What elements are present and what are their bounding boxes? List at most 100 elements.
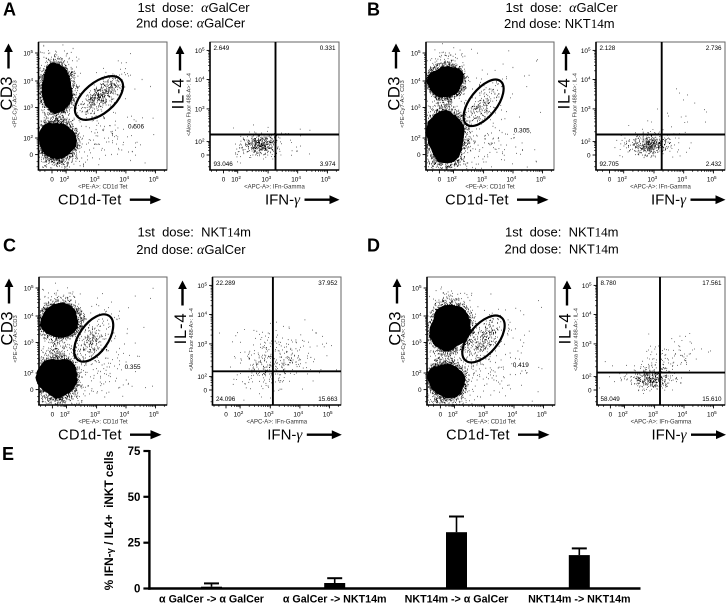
svg-text:0: 0: [608, 177, 612, 184]
svg-text:103: 103: [90, 175, 100, 184]
svg-text:58.049: 58.049: [601, 396, 621, 403]
svg-text:102: 102: [60, 175, 70, 184]
svg-text:<APC-A>: IFn-Gamma: <APC-A>: IFn-Gamma: [244, 184, 305, 190]
svg-text:<PE-A>: CD1d Tet: <PE-A>: CD1d Tet: [78, 184, 128, 190]
svg-text:<APC-A>: IFn-Gamma: <APC-A>: IFn-Gamma: [631, 419, 692, 425]
svg-text:93.046: 93.046: [214, 161, 234, 168]
svg-text:CD1d-Tet: CD1d-Tet: [445, 193, 509, 209]
svg-text:IL-4: IL-4: [170, 78, 188, 110]
svg-text:103: 103: [262, 175, 272, 184]
svg-text:25: 25: [128, 538, 141, 550]
svg-text:α GalCer -> NKT14m: α GalCer -> NKT14m: [283, 593, 387, 605]
svg-text:103: 103: [195, 105, 205, 114]
svg-text:<APC-A>: IFn-Gamma: <APC-A>: IFn-Gamma: [246, 419, 307, 425]
svg-text:104: 104: [581, 76, 591, 85]
svg-text:IFN-γ: IFN-γ: [651, 192, 687, 209]
svg-text:104: 104: [120, 410, 130, 419]
svg-text:0: 0: [30, 387, 34, 394]
svg-text:E: E: [2, 444, 14, 464]
svg-text:105: 105: [707, 410, 717, 419]
svg-text:IL-4: IL-4: [557, 313, 575, 345]
svg-text:1st dose: αGalCer: 1st dose: αGalCer: [506, 0, 619, 16]
svg-text:105: 105: [581, 46, 591, 55]
svg-text:% IFN-γ / IL4+ iNKT cells: % IFN-γ / IL4+ iNKT cells: [102, 450, 116, 590]
svg-text:104: 104: [507, 175, 517, 184]
svg-text:CD1d-Tet: CD1d-Tet: [446, 428, 510, 444]
svg-text:105: 105: [321, 175, 331, 184]
svg-text:104: 104: [582, 311, 592, 320]
svg-text:102: 102: [411, 134, 421, 143]
svg-text:105: 105: [412, 284, 422, 293]
svg-text:D: D: [367, 236, 380, 256]
svg-text:2.432: 2.432: [706, 161, 722, 168]
svg-text:103: 103: [264, 410, 274, 419]
svg-text:2nd dose: αGalCer: 2nd dose: αGalCer: [136, 242, 246, 258]
svg-text:103: 103: [23, 104, 33, 113]
svg-text:0: 0: [50, 177, 54, 184]
svg-text:<Alexa Fluor 488-A>: IL-4: <Alexa Fluor 488-A>: IL-4: [574, 308, 580, 371]
svg-text:102: 102: [448, 410, 458, 419]
svg-text:37.952: 37.952: [318, 280, 338, 287]
svg-text:2.736: 2.736: [706, 45, 722, 52]
svg-text:102: 102: [412, 369, 422, 378]
svg-text:105: 105: [536, 175, 546, 184]
svg-text:IFN-γ: IFN-γ: [651, 427, 687, 444]
svg-text:103: 103: [90, 410, 100, 419]
svg-text:CD3: CD3: [0, 76, 16, 111]
svg-text:105: 105: [323, 410, 333, 419]
svg-text:104: 104: [119, 175, 129, 184]
svg-text:102: 102: [581, 138, 591, 147]
svg-text:IL-4: IL-4: [172, 313, 190, 345]
svg-text:2nd dose: NKT14m: 2nd dose: NKT14m: [505, 241, 619, 256]
svg-text:0: 0: [439, 412, 443, 419]
svg-text:<PE-Cy7-A>: CD3: <PE-Cy7-A>: CD3: [400, 80, 406, 127]
svg-text:105: 105: [24, 284, 34, 293]
svg-text:103: 103: [24, 339, 34, 348]
svg-text:<PE-A>: CD1d Tet: <PE-A>: CD1d Tet: [466, 419, 516, 425]
svg-text:104: 104: [197, 311, 207, 320]
svg-text:<PE-A>: CD1d Tet: <PE-A>: CD1d Tet: [78, 419, 128, 425]
svg-text:0: 0: [417, 152, 421, 159]
svg-text:0.355: 0.355: [125, 364, 141, 371]
svg-text:103: 103: [478, 410, 488, 419]
svg-text:50: 50: [128, 492, 141, 504]
svg-text:17.561: 17.561: [702, 280, 722, 287]
svg-text:2.649: 2.649: [214, 45, 230, 52]
svg-text:105: 105: [197, 281, 207, 290]
svg-text:102: 102: [231, 175, 241, 184]
svg-text:0: 0: [29, 152, 33, 159]
svg-text:102: 102: [618, 410, 628, 419]
svg-text:CD3: CD3: [387, 311, 405, 346]
svg-text:102: 102: [195, 138, 205, 147]
svg-text:IL-4: IL-4: [556, 78, 574, 110]
svg-text:<APC-A>: IFn-Gamma: <APC-A>: IFn-Gamma: [630, 184, 691, 190]
svg-text:105: 105: [411, 49, 421, 58]
svg-text:1st dose: αGalCer: 1st dose: αGalCer: [138, 0, 251, 16]
svg-text:1st dose: NKT14m: 1st dose: NKT14m: [505, 225, 618, 240]
svg-text:103: 103: [412, 339, 422, 348]
svg-text:0: 0: [587, 152, 591, 159]
svg-text:105: 105: [23, 49, 33, 58]
svg-text:2nd dose: NKT14m: 2nd dose: NKT14m: [504, 16, 615, 31]
svg-text:<Alexa Fluor 488-A>: IL-4: <Alexa Fluor 488-A>: IL-4: [187, 73, 193, 136]
svg-text:IFN-γ: IFN-γ: [267, 427, 303, 444]
svg-text:22.289: 22.289: [216, 280, 236, 287]
svg-text:CD3: CD3: [386, 76, 404, 111]
svg-text:104: 104: [195, 76, 205, 85]
svg-text:<PE-Cy7-A>: CD3: <PE-Cy7-A>: CD3: [401, 315, 407, 362]
svg-text:102: 102: [617, 175, 627, 184]
svg-text:0: 0: [222, 177, 226, 184]
svg-text:105: 105: [149, 410, 159, 419]
svg-text:CD1d-Tet: CD1d-Tet: [58, 193, 122, 209]
svg-text:0: 0: [418, 387, 422, 394]
svg-text:CD3: CD3: [0, 311, 17, 346]
svg-text:0: 0: [51, 412, 55, 419]
svg-text:α GalCer -> α GalCer: α GalCer -> α GalCer: [159, 593, 264, 605]
svg-text:102: 102: [447, 175, 457, 184]
svg-text:105: 105: [537, 410, 547, 419]
svg-text:103: 103: [477, 175, 487, 184]
svg-text:103: 103: [197, 340, 207, 349]
svg-text:75: 75: [128, 446, 141, 458]
svg-text:3.974: 3.974: [320, 161, 336, 168]
svg-text:103: 103: [582, 340, 592, 349]
